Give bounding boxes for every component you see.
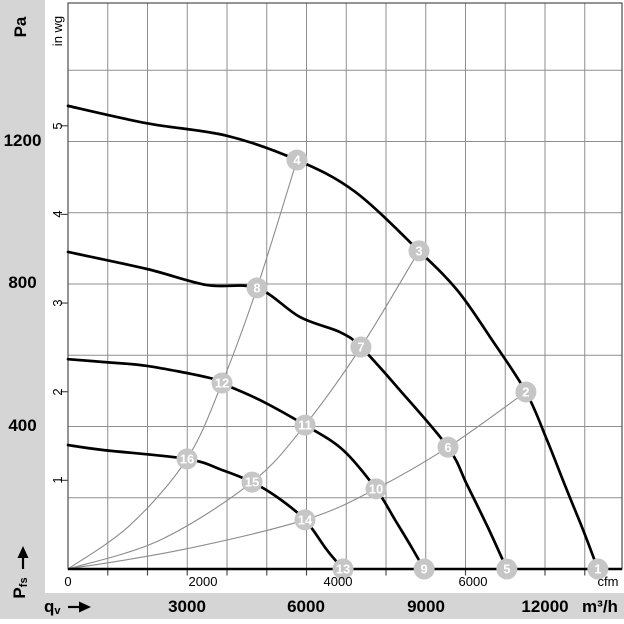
cfm-tick-label: 0 — [64, 573, 72, 589]
pa-tick-label: 400 — [8, 416, 37, 435]
curve-point-marker — [246, 277, 268, 299]
inwg-tick-label: 3 — [49, 299, 65, 307]
curve-point-number: 15 — [245, 475, 259, 490]
curve-point-number: 11 — [298, 418, 312, 433]
curve-point-marker — [294, 414, 316, 436]
plot-frame — [67, 2, 623, 570]
system-curve-1 — [67, 159, 298, 570]
curve-point-marker — [515, 381, 537, 403]
left-axis-band — [0, 0, 45, 593]
pa-axis-unit-label: Pa — [11, 16, 30, 38]
curve-point-number: 14 — [298, 512, 313, 527]
fan-curve-1 — [66, 104, 600, 571]
curve-point-marker — [413, 558, 435, 580]
pa-tick-label: 1200 — [3, 131, 42, 150]
inwg-tick-label: 2 — [49, 388, 65, 396]
curve-point-number: 10 — [369, 481, 383, 496]
curve-point-number: 8 — [253, 281, 260, 296]
cfm-axis-unit-label: cfm — [597, 573, 619, 589]
curve-point-marker — [241, 471, 263, 493]
fan-curve-4 — [66, 443, 345, 571]
curve-point-marker — [365, 478, 387, 500]
pa-tick-label: 800 — [8, 273, 37, 292]
m3h-axis-unit-label: m³/h — [582, 597, 618, 616]
curve-point-marker — [211, 372, 233, 394]
curve-point-number: 1 — [594, 562, 601, 577]
curve-point-number: 6 — [444, 440, 451, 455]
cfm-tick-label: 6000 — [458, 573, 488, 589]
m3h-tick-label: 9000 — [407, 597, 445, 616]
inwg-tick-label: 4 — [49, 210, 65, 218]
pfs-axis-label-main: P — [10, 587, 29, 599]
curve-point-marker — [496, 558, 518, 580]
curve-point-number: 5 — [503, 562, 510, 577]
system-curve-2 — [67, 250, 420, 570]
curve-point-marker — [587, 558, 609, 580]
pfs-axis-label-sub: fs — [18, 577, 30, 588]
cfm-tick-label: 2000 — [188, 573, 218, 589]
qv-axis-label-main: q — [44, 597, 55, 616]
qv-axis-label-sub: v — [54, 605, 61, 617]
curve-point-number: 7 — [357, 340, 364, 355]
curve-point-number: 16 — [180, 452, 194, 467]
curve-point-number: 3 — [415, 243, 422, 258]
bottom-axis-band — [0, 593, 624, 619]
inwg-axis-unit-label: in wg — [49, 15, 65, 47]
curve-point-marker — [437, 436, 459, 458]
fan-curve-2 — [66, 250, 509, 571]
pressure-direction-up-arrow-icon — [17, 546, 29, 569]
curve-point-number: 9 — [421, 562, 428, 577]
m3h-tick-label: 12000 — [521, 597, 569, 616]
curve-point-marker — [176, 448, 198, 470]
curve-point-number: 13 — [336, 562, 350, 577]
curve-point-number: 12 — [215, 376, 229, 391]
fan-curve-3 — [66, 357, 426, 571]
curve-point-marker — [294, 509, 316, 531]
curve-point-marker — [350, 336, 372, 358]
curve-point-marker — [408, 240, 430, 262]
inwg-tick-label: 1 — [49, 476, 65, 484]
curve-point-number: 4 — [293, 153, 301, 168]
curve-point-marker — [286, 149, 308, 171]
m3h-tick-label: 6000 — [287, 597, 325, 616]
curve-point-marker — [332, 558, 354, 580]
cfm-tick-label: 4000 — [323, 573, 353, 589]
flow-direction-right-arrow-icon — [67, 601, 91, 613]
inwg-tick-label: 5 — [49, 122, 65, 130]
m3h-tick-label: 3000 — [168, 597, 206, 616]
curve-point-number: 2 — [522, 385, 529, 400]
